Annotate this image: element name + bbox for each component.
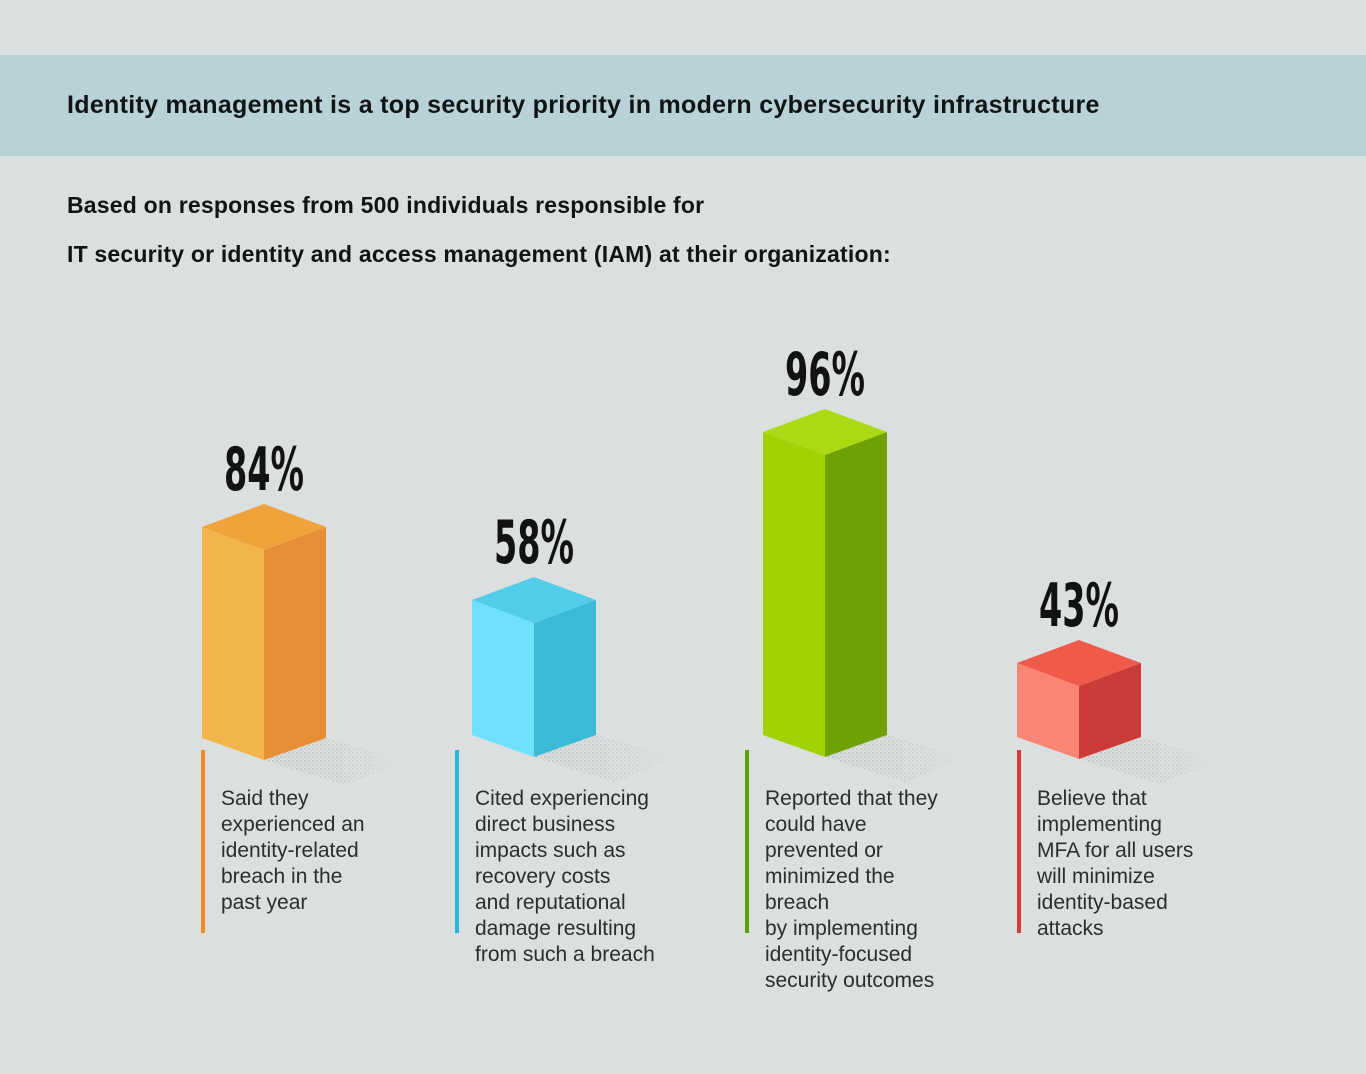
bar-caption-text: Reported that they could have prevented … (765, 787, 938, 992)
page-title: Identity management is a top security pr… (67, 91, 1100, 119)
bar-shadow (1079, 737, 1221, 784)
title-band: Identity management is a top security pr… (0, 55, 1366, 156)
bar-58: 58% (472, 508, 676, 782)
accent-line (201, 750, 205, 933)
bar-top-face (763, 409, 887, 455)
bar-43: 43% (1017, 571, 1221, 784)
intro-line-2: IT security or identity and access manag… (67, 241, 891, 267)
bar-caption-text: Said they experienced an identity-relate… (221, 787, 365, 914)
bar-caption-1: Said they experienced an identity-relate… (201, 750, 453, 933)
intro-text: Based on responses from 500 individuals … (67, 181, 891, 279)
bar-top-face (472, 577, 596, 623)
bar-caption-text: Believe that implementing MFA for all us… (1037, 787, 1194, 940)
bar-right-face (825, 432, 887, 757)
percent-label: 58% (494, 508, 574, 578)
bar-84: 84% (202, 435, 406, 785)
accent-line (1017, 750, 1021, 933)
accent-line (745, 750, 749, 933)
bar-top-face (1017, 640, 1141, 686)
bar-96: 96% (763, 340, 967, 782)
bar-caption-4: Believe that implementing MFA for all us… (1017, 750, 1269, 942)
bar-left-face (472, 600, 534, 757)
intro-line-1: Based on responses from 500 individuals … (67, 192, 705, 218)
bar-right-face (1079, 663, 1141, 759)
bar-left-face (202, 527, 264, 760)
percent-label: 84% (224, 435, 304, 505)
bar-shadow (534, 735, 676, 782)
bar-right-face (264, 527, 326, 760)
bar-left-face (1017, 663, 1079, 759)
bar-left-face (763, 432, 825, 757)
bar-shadow (264, 738, 406, 785)
accent-line (455, 750, 459, 933)
bar-caption-text: Cited experiencing direct business impac… (475, 787, 655, 966)
bar-top-face (202, 504, 326, 550)
bar-right-face (534, 600, 596, 757)
bar-shadow (825, 735, 967, 782)
percent-label: 96% (785, 340, 865, 410)
percent-label: 43% (1039, 571, 1119, 641)
bar-caption-2: Cited experiencing direct business impac… (455, 750, 707, 968)
bar-caption-3: Reported that they could have prevented … (745, 750, 997, 994)
